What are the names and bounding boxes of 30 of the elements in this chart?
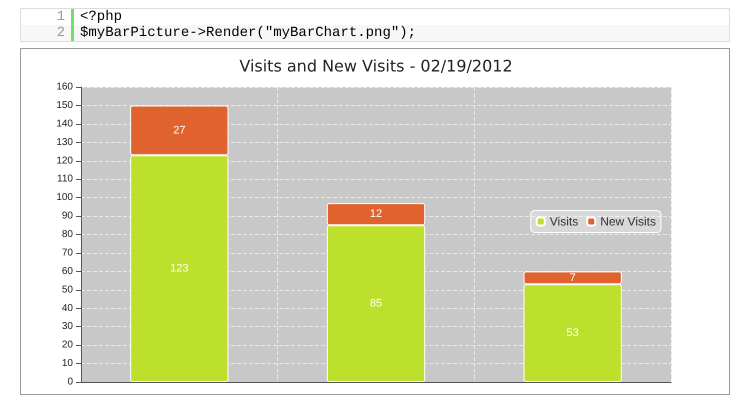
chart-title: Visits and New Visits - 02/19/2012 bbox=[239, 56, 513, 76]
legend-label: New Visits bbox=[600, 214, 656, 228]
y-tick-label: 100 bbox=[56, 192, 74, 204]
y-tick-label: 20 bbox=[62, 340, 74, 351]
data-label: 85 bbox=[370, 298, 382, 310]
y-tick-label: 130 bbox=[56, 136, 74, 148]
data-label: 27 bbox=[173, 124, 186, 136]
legend-label: Visits bbox=[550, 214, 578, 228]
y-tick-label: 80 bbox=[62, 229, 74, 240]
y-tick-label: 150 bbox=[56, 100, 74, 111]
data-label: 7 bbox=[570, 272, 576, 284]
y-tick-label: 60 bbox=[62, 266, 74, 277]
text: 2 bbox=[21, 25, 74, 41]
text: <?php bbox=[79, 9, 122, 25]
y-tick-label: 110 bbox=[57, 174, 74, 185]
data-label: 123 bbox=[170, 262, 189, 275]
y-tick-label: 160 bbox=[56, 82, 74, 92]
y-tick-label: 50 bbox=[62, 284, 74, 296]
text: 1 bbox=[21, 9, 74, 25]
y-tick-label: 140 bbox=[56, 118, 74, 130]
y-tick-label: 40 bbox=[62, 302, 74, 314]
y-tick-label: 70 bbox=[62, 247, 74, 258]
y-tick-label: 10 bbox=[62, 358, 74, 370]
data-label: 53 bbox=[566, 327, 579, 340]
text: $myBarPicture->Render("myBarChart.png"); bbox=[79, 25, 416, 41]
y-tick-label: 30 bbox=[62, 321, 74, 332]
y-tick-label: 120 bbox=[56, 155, 74, 166]
y-tick-label: 90 bbox=[62, 210, 74, 222]
data-label: 12 bbox=[370, 208, 382, 220]
y-tick-label: 0 bbox=[67, 376, 74, 388]
